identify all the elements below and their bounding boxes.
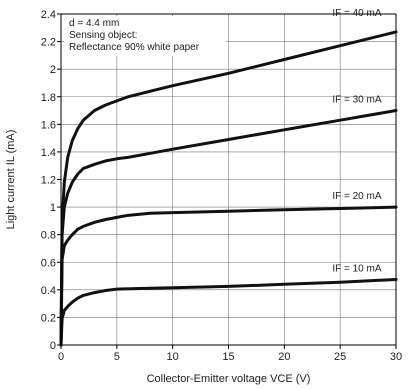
y-tick-label: 1.8 <box>41 92 56 104</box>
series-label: IF = 30 mA <box>332 95 382 106</box>
y-tick-label: 1.2 <box>41 175 56 187</box>
x-tick-label: 20 <box>278 351 290 363</box>
condition-sensing-object: Sensing object: <box>69 30 137 41</box>
series-curve-if-40ma <box>59 30 398 347</box>
tick-labels: 0 5 10 15 20 25 30 0 0.2 0.4 0.6 0.8 1 1.2 1.4 1.6 1.8 2 2… <box>41 9 402 363</box>
y-tick-label: 0.2 <box>41 312 56 324</box>
conditions-box-background <box>64 16 226 56</box>
series-label: IF = 40 mA <box>332 8 382 19</box>
y-tick-label: 2.2 <box>41 37 56 49</box>
series-label: IF = 10 mA <box>332 263 382 274</box>
y-tick-label: 1.6 <box>41 119 56 131</box>
x-tick-label: 30 <box>390 351 402 363</box>
series-labels: IF = 10 mA IF = 20 mA IF = 30 mA IF = 40 mA <box>332 8 382 275</box>
grid <box>61 14 396 345</box>
x-tick-label: 0 <box>58 351 64 363</box>
y-tick-label: 0 <box>50 340 56 352</box>
x-tick-label: 10 <box>167 351 179 363</box>
conditions-box: d = 4.4 mm Sensing object: Reflectance 9… <box>64 16 226 56</box>
x-tick-label: 15 <box>222 351 234 363</box>
y-tick-label: 0.4 <box>41 285 56 297</box>
y-tick-label: 1 <box>50 202 56 214</box>
y-tick-label: 0.6 <box>41 257 56 269</box>
x-tick-label: 5 <box>114 351 120 363</box>
series-curve-if-10ma <box>59 278 398 347</box>
series-curve-if-20ma <box>59 205 398 347</box>
x-axis-label: Collector-Emitter voltage VCE (V) <box>147 373 311 385</box>
series-label: IF = 20 mA <box>332 191 382 202</box>
plot-frame <box>60 13 397 346</box>
y-tick-label: 2.4 <box>41 9 56 21</box>
y-axis-label: Light current IL (mA) <box>5 130 17 230</box>
y-tick-label: 1.4 <box>41 147 56 159</box>
x-tick-label: 25 <box>334 351 346 363</box>
y-tick-label: 2 <box>50 64 56 76</box>
series-curves <box>59 30 398 347</box>
series-curve-if-30ma <box>59 109 398 347</box>
condition-distance: d = 4.4 mm <box>69 18 119 29</box>
condition-reflectance: Reflectance 90% white paper <box>69 42 200 53</box>
y-tick-label: 0.8 <box>41 230 56 242</box>
